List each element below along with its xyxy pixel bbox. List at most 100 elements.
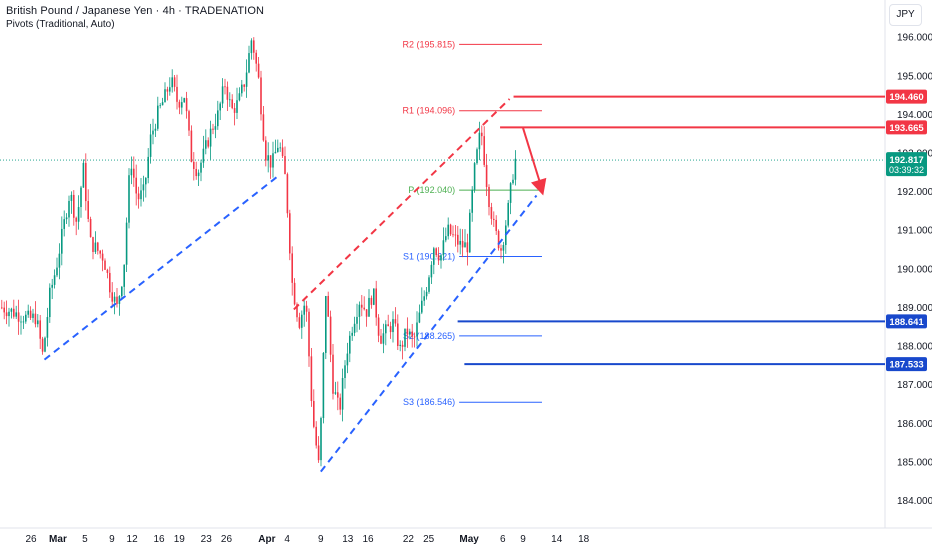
candle-body: [466, 242, 469, 253]
x-tick-label: 26: [25, 534, 37, 545]
candle-body: [209, 128, 212, 147]
candle-body: [140, 190, 142, 200]
candle-body: [437, 255, 440, 261]
candle-body: [5, 312, 8, 317]
x-tick-label: 23: [201, 534, 213, 545]
x-tick-label: Mar: [49, 534, 67, 545]
candle-body: [68, 200, 70, 218]
candle-body: [289, 213, 291, 254]
candle-body: [478, 132, 481, 150]
trendline-channel-top: [293, 98, 511, 311]
x-tick-label: 5: [82, 534, 88, 545]
last-price-tag: [886, 152, 927, 177]
y-tick-label: 190.000: [897, 264, 932, 275]
candle-body: [87, 201, 89, 219]
x-tick-label: Apr: [258, 534, 275, 545]
key-level-label: 187.533: [889, 360, 923, 371]
currency-button[interactable]: JPY: [889, 4, 922, 26]
candle-body: [272, 153, 274, 168]
candle-body: [310, 356, 313, 402]
x-tick-label: 9: [109, 534, 115, 545]
candle-body: [442, 240, 445, 256]
y-tick-label: 188.000: [897, 342, 932, 353]
candle-body: [303, 305, 305, 315]
candle-body: [293, 282, 296, 305]
symbol-title: British Pound / Japanese Yen · 4h · TRAD…: [6, 5, 265, 17]
key-level-label: 193.665: [889, 123, 924, 134]
candle-body: [133, 168, 135, 178]
candle-body: [257, 63, 260, 78]
candle-body: [399, 344, 401, 346]
candle-body: [224, 86, 226, 88]
candle-body: [166, 89, 169, 92]
candle-body: [430, 264, 433, 278]
candle-body: [181, 102, 183, 108]
candle-body: [231, 99, 233, 109]
candle-body: [377, 317, 380, 336]
last-price-label: 192.817: [889, 155, 923, 166]
candle-body: [46, 317, 49, 338]
candle-body: [53, 275, 56, 285]
candle-body: [85, 162, 87, 202]
candle-body: [193, 161, 195, 169]
candle-body: [125, 222, 128, 265]
candle-body: [274, 151, 277, 154]
x-tick-label: 16: [362, 534, 374, 545]
bar-countdown-label: 03:39:32: [889, 165, 924, 175]
candle-body: [351, 332, 353, 336]
candle-body: [152, 130, 154, 135]
candle-body: [34, 313, 37, 325]
candle-body: [176, 86, 178, 102]
candle-body: [219, 103, 221, 111]
candle-body: [490, 207, 493, 219]
candle-body: [56, 267, 58, 276]
candle-body: [433, 248, 435, 265]
candle-body: [286, 174, 289, 214]
candle-body: [229, 99, 231, 101]
candle-body: [485, 164, 488, 187]
candle-body: [147, 156, 149, 179]
candle-body: [500, 248, 502, 251]
candle-body: [113, 296, 116, 302]
candle-body: [469, 212, 471, 253]
candle-body: [39, 320, 41, 339]
candle-body: [447, 224, 449, 237]
x-tick-label: 9: [520, 534, 526, 545]
candle-body: [368, 297, 370, 317]
candle-body: [92, 237, 94, 252]
candle-body: [29, 310, 32, 318]
candle-body: [397, 323, 399, 346]
candle-body: [183, 98, 185, 103]
candle-body: [205, 140, 207, 149]
candle-body: [233, 108, 236, 113]
candle-body: [241, 84, 243, 94]
candle-body: [80, 187, 82, 208]
candle-body: [382, 333, 385, 344]
candle-body: [121, 286, 123, 297]
x-tick-label: 19: [174, 534, 186, 545]
candle-body: [214, 126, 217, 130]
candle-body: [8, 311, 10, 317]
candle-body: [291, 253, 293, 283]
candle-body: [116, 296, 118, 304]
candle-body: [418, 312, 421, 323]
candle-body: [70, 194, 73, 201]
candle-body: [200, 162, 202, 173]
candle-body: [142, 184, 145, 191]
candle-body: [363, 307, 365, 310]
candle-body: [178, 101, 181, 108]
candle-body: [308, 311, 310, 357]
candle-body: [454, 234, 457, 236]
y-tick-label: 196.000: [897, 33, 932, 44]
candle-body: [353, 323, 356, 333]
candle-body: [473, 163, 476, 190]
y-tick-label: 194.000: [897, 110, 932, 121]
candle-body: [1, 307, 3, 309]
candle-body: [221, 86, 224, 104]
candle-body: [226, 86, 229, 100]
y-tick-label: 191.000: [897, 226, 932, 237]
candle-body: [267, 155, 269, 161]
candle-body: [157, 105, 159, 129]
